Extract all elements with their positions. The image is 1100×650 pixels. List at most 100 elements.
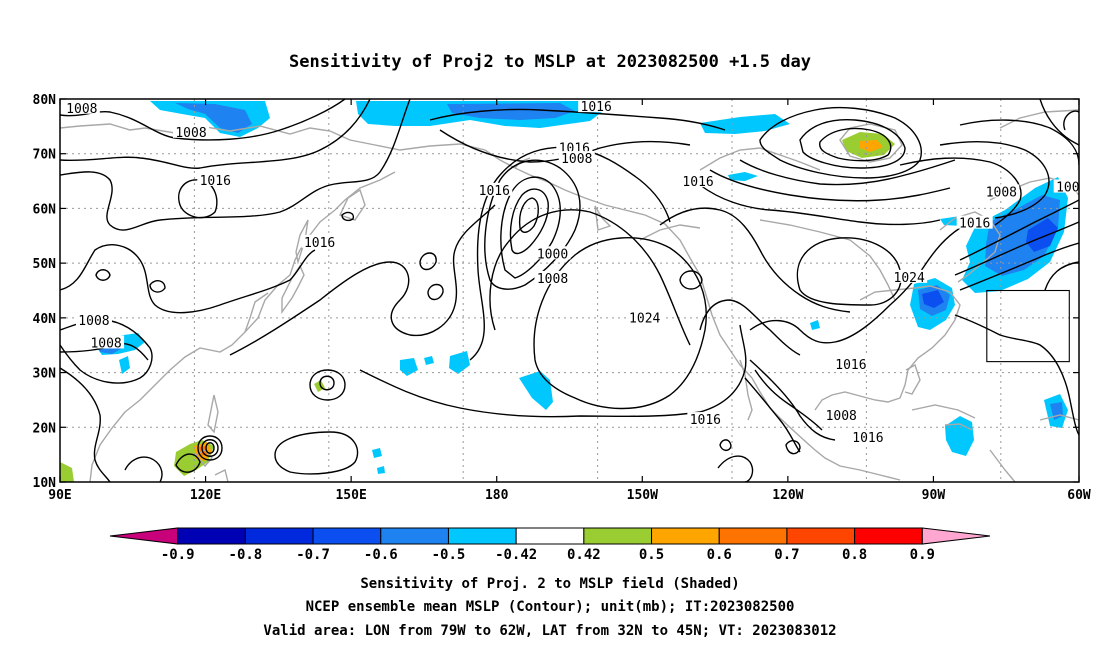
coastline [839, 123, 903, 163]
mslp-contour [229, 204, 496, 356]
shade-patch [728, 172, 758, 181]
colorbar-swatch [380, 527, 449, 545]
contour-label-bg [687, 412, 724, 426]
mslp-contour [60, 99, 346, 141]
contour-label: 1000 [1056, 181, 1087, 196]
contour-label-bg [832, 356, 869, 370]
map-content: 1008 1008 1016 1016 1016 1008 1008 1016 1016 1008… [60, 99, 1087, 482]
shade-patch [60, 462, 74, 482]
contour-label: 1008 [537, 272, 568, 287]
mslp-contour [60, 99, 371, 169]
mslp-contour [149, 280, 166, 293]
mslp-contour [309, 369, 346, 401]
colorbar-label: -0.42 [495, 547, 537, 563]
mslp-contour [744, 377, 801, 453]
shade-patch [860, 140, 883, 152]
coastline [207, 394, 219, 434]
shade-patch [372, 448, 382, 458]
mslp-contour [427, 283, 444, 301]
colorbar-swatch [244, 527, 314, 545]
colorbar-label: -0.7 [296, 547, 330, 563]
mslp-contour [274, 431, 359, 475]
figure-title: Sensitivity of Proj2 to MSLP at 20230825… [289, 52, 811, 72]
colorbar-label: -0.5 [432, 547, 466, 563]
mslp-contour [518, 197, 539, 233]
coastline [281, 264, 305, 315]
colorbar: -0.9 -0.8 -0.7 -0.6 -0.5 -0.42 0.42 0.5 0.6 0.7 0.… [109, 527, 991, 563]
coastline [60, 123, 516, 169]
colorbar-swatch [447, 527, 517, 545]
latitude-axis: 80N 70N 60N 50N 40N 30N 20N 10N [33, 93, 1079, 491]
mslp-contour [749, 359, 836, 441]
mslp-contour [954, 314, 1079, 436]
mslp-contour [659, 207, 851, 313]
mslp-contour [419, 252, 437, 271]
contour-label-bg [891, 269, 928, 283]
contour-label-bg [680, 174, 717, 188]
contour-label-bg [534, 270, 571, 284]
coastline [299, 171, 396, 251]
lon-tick-label: 150W [627, 488, 658, 503]
contour-label-bg [1053, 179, 1079, 193]
contour-label-bg [983, 184, 1020, 198]
contour-label: 1016 [304, 236, 335, 251]
shade-patch [447, 103, 575, 120]
coastline [514, 157, 531, 169]
colorbar-label: 0.8 [842, 547, 867, 563]
mslp-contour [1063, 110, 1079, 131]
mslp-contour [500, 176, 561, 279]
coastline [911, 404, 976, 419]
lon-tick-label: 90W [922, 488, 946, 503]
lon-tick-label: 120W [772, 488, 803, 503]
contour-label: 1016 [200, 174, 231, 189]
lon-tick-label: 60W [1067, 488, 1091, 503]
shade-patch [945, 416, 974, 456]
mslp-contour [717, 455, 754, 482]
mslp-contour [489, 209, 691, 346]
coastline [1039, 414, 1079, 421]
contour-label: 1016 [835, 358, 866, 373]
coastline [214, 468, 229, 482]
lon-tick-label: 180 [485, 488, 509, 503]
contour-label-bg [476, 182, 513, 196]
lat-tick-label: 10N [33, 476, 57, 491]
mslp-contour [484, 159, 581, 290]
mslp-contours [60, 99, 1079, 482]
mslp-contour [785, 440, 801, 455]
contour-label-bg [301, 234, 338, 248]
contour-label-bg [558, 151, 595, 165]
mslp-contour [899, 157, 1022, 226]
mslp-contour [197, 435, 223, 461]
contour-label: 1016 [479, 184, 510, 199]
mslp-contour [754, 369, 823, 431]
mslp-contour [60, 367, 111, 482]
colorbar-label: 0.5 [639, 547, 664, 563]
mslp-contour [429, 108, 726, 131]
colorbar-swatch [786, 527, 856, 545]
contour-label-bg [956, 215, 993, 229]
caption-line-2: NCEP ensemble mean MSLP (Contour); unit(… [306, 599, 795, 615]
contour-label-bg [197, 172, 234, 186]
contour-label-bg [556, 140, 593, 154]
contour-label-bg [63, 100, 100, 114]
mslp-contour [699, 299, 801, 356]
mslp-contour [759, 106, 922, 179]
contour-label-bg [626, 310, 663, 324]
contour-label: 1000 [537, 247, 568, 262]
colorbar-swatch [109, 527, 179, 545]
mslp-contour [699, 184, 941, 226]
coastline [739, 359, 753, 421]
mslp-contour [959, 119, 1079, 166]
longitude-axis: 90E 120E 150E 180 150W 120W 90W 60W [48, 99, 1091, 503]
contour-label: 1008 [826, 409, 857, 424]
lat-tick-label: 40N [33, 312, 57, 327]
colorbar-swatch [651, 527, 720, 545]
mslp-contour [533, 237, 707, 410]
mslp-contour [959, 242, 1079, 291]
mslp-contour [749, 227, 961, 344]
contour-label: 1024 [894, 271, 925, 286]
shade-patch [175, 103, 252, 133]
lat-tick-label: 20N [33, 421, 57, 436]
contour-label: 1016 [682, 175, 713, 190]
